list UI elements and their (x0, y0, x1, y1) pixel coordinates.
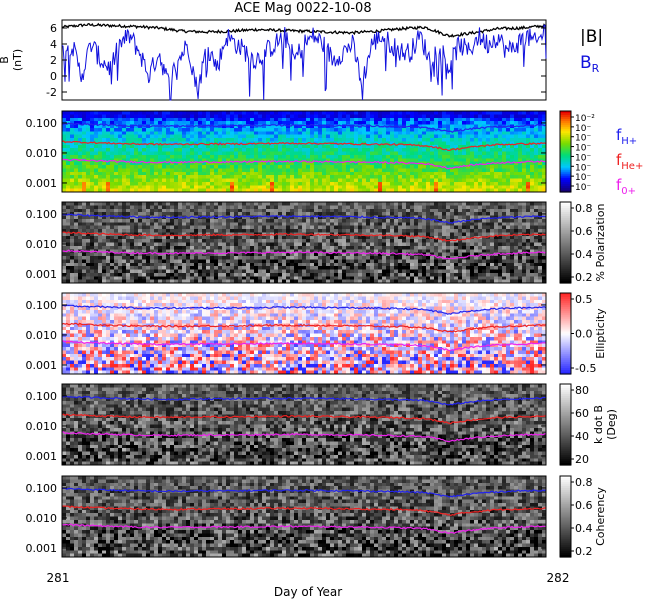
y-tick-label: 2 (50, 54, 57, 67)
colorbar-label: Coherency (594, 487, 607, 546)
chart-title: ACE Mag 0022-10-08 (234, 1, 371, 16)
panel-power-spectrum: 0.1000.0100.00110⁻²10⁻10⁻10⁻10⁻10⁻10⁻10⁻… (26, 111, 644, 197)
panel-ellipticity: 0.100 0.010 0.001 0.5 0.0 -0.5 Ellipticity (26, 293, 608, 375)
colorbar: 0.8 0.6 0.4 0.2% Polarization (560, 202, 607, 284)
colorbar-tick-label: 0.6 (575, 225, 593, 238)
colorbar: 10⁻²10⁻10⁻10⁻10⁻10⁻10⁻10⁻ (560, 111, 595, 193)
legend-h-ion: fH+ (616, 126, 637, 147)
colorbar-label: k dot B(Deg) (592, 405, 618, 444)
colorbar-tick-label: 0.6 (575, 499, 593, 512)
colorbar: 80 60 40 20k dot B(Deg) (560, 384, 618, 466)
colorbar-tick-label: 0.2 (575, 271, 593, 284)
y-tick-label: 6 (50, 22, 57, 35)
y-tick-label: 0.001 (26, 542, 58, 555)
heatmap-cells (62, 476, 547, 558)
colorbar-tick-label: 10⁻ (575, 183, 591, 193)
y-tick-label: 0.001 (26, 177, 58, 190)
x-tick-start: 281 (47, 571, 70, 585)
colorbar-label: % Polarization (594, 204, 607, 282)
colorbar-tick-label: 20 (575, 453, 589, 466)
colorbar-tick-label: 0.4 (575, 522, 593, 535)
colorbar-tick-label: 0.2 (575, 545, 593, 558)
legend-br: BR (580, 53, 600, 75)
panel-magnetic-field: 6 4 2 0 -2 B(nT) |B| BR (0, 20, 603, 100)
colorbar-tick-label: 10⁻ (575, 173, 591, 183)
x-tick-end: 282 (547, 571, 570, 585)
heatmap-cells (62, 202, 547, 284)
y-tick-label: 0.100 (26, 299, 58, 312)
colorbar-tick-label: 10⁻² (575, 114, 595, 124)
colorbar-tick-label: 10⁻ (575, 124, 591, 134)
y-tick-label: 0.100 (26, 482, 58, 495)
colorbar-tick-label: 40 (575, 430, 589, 443)
y-tick-label: 0.100 (26, 208, 58, 221)
legend-0-ion: f0+ (616, 176, 636, 197)
y-tick-label: 0.001 (26, 359, 58, 372)
heatmap-cells (62, 293, 547, 375)
panel-k-dot-b: 0.100 0.010 0.001 80 60 40 20k dot B(Deg) (26, 384, 619, 466)
y-tick-label: 0.010 (26, 420, 58, 433)
panel-polarization: 0.100 0.010 0.001 0.8 0.6 0.4 0.2% Polarizatio… (26, 202, 608, 284)
y-tick-label: 4 (50, 38, 57, 51)
colorbar-tick-label: 0.8 (575, 202, 593, 215)
colorbar-tick-label: 10⁻ (575, 153, 591, 163)
colorbar-tick-label: 10⁻ (575, 163, 591, 173)
legend-he-ion: fHe+ (616, 151, 643, 172)
colorbar-tick-label: 80 (575, 384, 589, 397)
y-tick-label: 0.100 (26, 117, 58, 130)
colorbar-tick-label: 0.5 (575, 293, 593, 306)
colorbar-tick-label: 60 (575, 407, 589, 420)
y-tick-label: -2 (46, 86, 57, 99)
y-tick-label: 0.010 (26, 329, 58, 342)
legend-btotal: |B| (580, 27, 603, 47)
colorbar-tick-label: -0.5 (575, 362, 596, 375)
heatmap-cells (62, 111, 547, 193)
colorbar-tick-label: 10⁻ (575, 144, 591, 154)
colorbar: 0.5 0.0 -0.5 Ellipticity (560, 293, 607, 375)
y-tick-label: 0.001 (26, 450, 58, 463)
heatmap-cells (62, 384, 547, 466)
y-tick-label: 0.100 (26, 390, 58, 403)
colorbar-tick-label: 0.8 (575, 476, 593, 489)
y-tick-label: 0.010 (26, 147, 58, 160)
y-tick-label: 0.010 (26, 512, 58, 525)
y-axis-label: B(nT) (0, 49, 24, 71)
colorbar-tick-label: 10⁻ (575, 134, 591, 144)
x-axis-label: Day of Year (274, 585, 342, 599)
colorbar-tick-label: 0.0 (575, 328, 593, 341)
y-tick-label: 0 (50, 70, 57, 83)
colorbar-label: Ellipticity (594, 308, 607, 359)
colorbar-tick-label: 0.4 (575, 248, 593, 261)
y-tick-label: 0.001 (26, 268, 58, 281)
y-tick-label: 0.010 (26, 238, 58, 251)
